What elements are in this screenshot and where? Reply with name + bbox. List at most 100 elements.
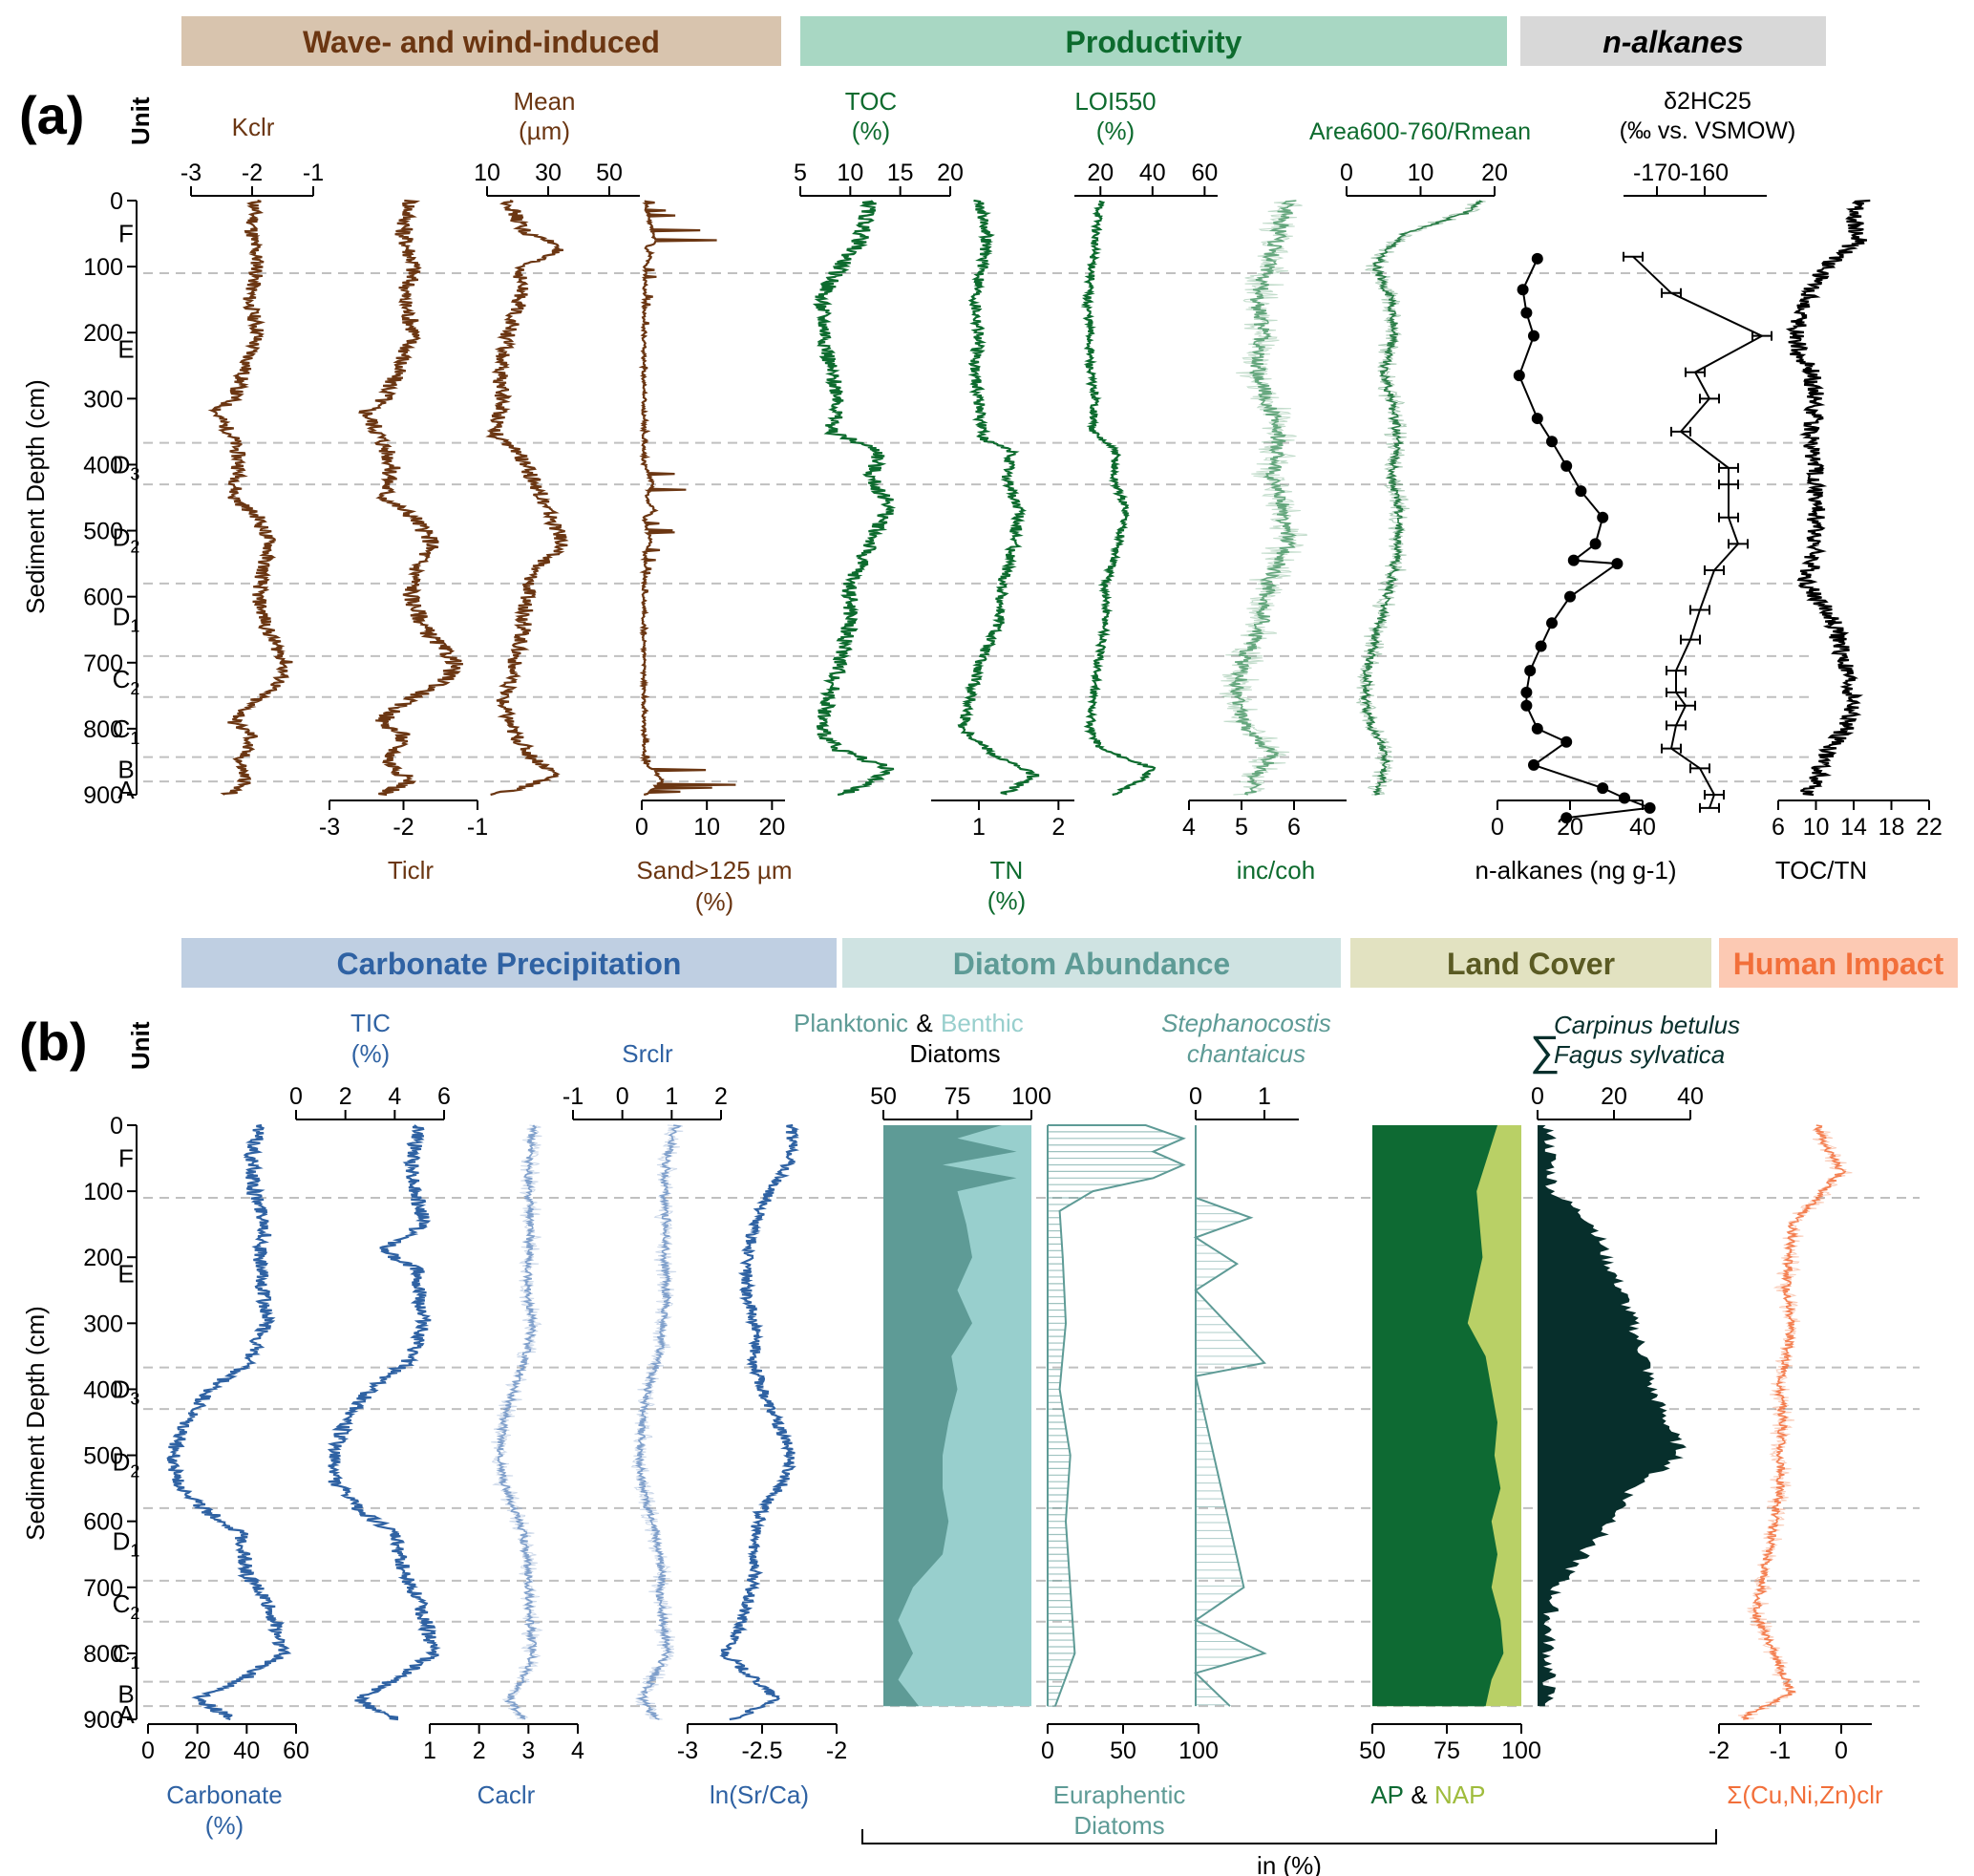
- ap-area: [1372, 1125, 1504, 1707]
- title-planktonic: Planktonic: [794, 1009, 908, 1037]
- panel-a-top-titles: Kclr Mean (µm) TOC (%) LOI550 (%) Area60…: [232, 87, 1796, 145]
- depth-tick-label: 100: [83, 1179, 123, 1205]
- unit-label: B: [117, 756, 134, 784]
- unit-label-a: Unit: [126, 96, 155, 145]
- series-line: [1228, 200, 1297, 796]
- series-halo: [491, 1124, 543, 1720]
- series--cu-ni-zn-clr: -2 -1 0: [1709, 1124, 1872, 1764]
- series-caclr: 1 2 3 4: [423, 1124, 584, 1764]
- panel-a-bottom-titles: Ticlr Sand>125 µm (%) TN (%) inc/coh n-a…: [388, 856, 1867, 916]
- x-tick-label: 0: [1835, 1737, 1848, 1764]
- series-mean: 10 30 50: [474, 160, 640, 797]
- series-line: [1785, 199, 1871, 797]
- data-point: [1567, 554, 1580, 566]
- carpinus-fagus-area: [1538, 1125, 1687, 1707]
- series-halo: [630, 1124, 684, 1720]
- unit-label-b: Unit: [126, 1021, 155, 1070]
- x-tick-label: 40: [1629, 814, 1656, 841]
- x-tick-label: -1: [562, 1083, 584, 1110]
- title-tic: TIC: [350, 1009, 391, 1037]
- depth-tick-label: 900: [83, 782, 123, 809]
- title-sand-unit: (%): [695, 887, 733, 916]
- x-tick-label: 20: [1601, 1083, 1627, 1110]
- series-line: [638, 200, 736, 797]
- data-point: [1520, 699, 1533, 712]
- x-tick-label: 0: [1531, 1083, 1544, 1110]
- data-point: [1575, 485, 1587, 498]
- unit-label-subscript: 2: [130, 1604, 139, 1623]
- x-tick-label: 3: [521, 1737, 535, 1764]
- banner-n-alkanes: [1520, 16, 1826, 66]
- x-tick-label: 15: [887, 160, 914, 186]
- panel-b-bottom-titles: Carbonate (%) Caclr ln(Sr/Ca) Euraphenti…: [166, 1780, 1883, 1840]
- series-planktonic-benthic-diatoms: 50 75 100: [870, 1083, 1051, 1707]
- x-tick-label: 10: [1803, 814, 1830, 841]
- x-tick-label: 20: [937, 160, 964, 186]
- title-diatoms: Diatoms: [909, 1039, 1000, 1068]
- x-tick-label: 20: [184, 1737, 211, 1764]
- x-tick-label: 10: [837, 160, 863, 186]
- x-tick-label: 1: [423, 1737, 436, 1764]
- data-point: [1528, 330, 1539, 342]
- title-amp: &: [916, 1009, 932, 1037]
- series-kclr: -3 -2 -1: [180, 160, 324, 796]
- unit-label-subscript: 2: [130, 1461, 139, 1481]
- data-point: [1513, 370, 1525, 382]
- series-carpinus-betulus-fagus-sylvatica: 0 20 40: [1531, 1083, 1704, 1707]
- x-tick-label: -3: [319, 814, 340, 841]
- x-tick-label: 0: [289, 1083, 303, 1110]
- depth-tick-label: 0: [110, 1113, 123, 1140]
- data-point: [1520, 686, 1533, 698]
- title-sand: Sand>125 µm: [636, 856, 792, 885]
- series-line: [634, 1124, 682, 1720]
- x-tick-label: 60: [1191, 160, 1218, 186]
- x-tick-label: -1: [1770, 1737, 1791, 1764]
- x-tick-label: 5: [794, 160, 807, 186]
- x-tick-label: 4: [1182, 814, 1196, 841]
- x-tick-label: 5: [1235, 814, 1248, 841]
- series-ticlr: -3 -2 -1: [319, 199, 488, 841]
- banner-landcover: [1350, 938, 1711, 988]
- title-mean: Mean: [513, 87, 575, 116]
- unit-label: D1: [113, 602, 140, 635]
- x-tick-label: 0: [141, 1737, 155, 1764]
- banner-diatom: [842, 938, 1341, 988]
- unit-label-subscript: 2: [130, 679, 139, 698]
- x-tick-label: -2: [826, 1737, 847, 1764]
- unit-label: B: [117, 1680, 134, 1709]
- banner-human: [1719, 938, 1958, 988]
- depth-tick-label: 900: [83, 1707, 123, 1734]
- x-tick-label: 40: [233, 1737, 260, 1764]
- x-tick-label: 22: [1916, 814, 1942, 841]
- data-point: [1619, 792, 1630, 804]
- panel-b-banners: Carbonate Precipitation Diatom Abundance…: [181, 938, 1958, 988]
- series-halo: [1356, 200, 1486, 796]
- x-tick-label: -1: [303, 160, 324, 186]
- x-tick-label: 6: [1772, 814, 1785, 841]
- title-srclr: Srclr: [622, 1039, 673, 1068]
- series-line: [496, 1124, 539, 1720]
- sum-symbol: ∑: [1530, 1028, 1560, 1075]
- depth-tick-label: 400: [83, 1376, 123, 1403]
- title-kclr: Kclr: [232, 113, 275, 141]
- series-line: [1740, 1124, 1847, 1720]
- x-tick-label: 2: [714, 1083, 728, 1110]
- x-tick-label: 60: [283, 1737, 309, 1764]
- banner-productivity-label: Productivity: [1066, 25, 1242, 59]
- unit-label-subscript: 1: [130, 1541, 139, 1560]
- series-tic: 0 2 4 6: [289, 1083, 451, 1721]
- title-caclr: Caclr: [478, 1780, 536, 1809]
- title-eur-diatoms: Diatoms: [1073, 1811, 1164, 1840]
- data-point: [1520, 307, 1533, 319]
- x-tick-label: 6: [1287, 814, 1301, 841]
- x-tick-label: 1: [972, 814, 986, 841]
- x-tick-label: -160: [1681, 160, 1729, 186]
- series-line: [207, 199, 293, 796]
- data-point: [1560, 812, 1573, 824]
- depth-tick-label: 700: [83, 650, 123, 677]
- title-carbonate: Carbonate: [166, 1780, 282, 1809]
- title-d2h: δ2HC25: [1664, 88, 1751, 115]
- x-tick-label: 50: [1110, 1737, 1136, 1764]
